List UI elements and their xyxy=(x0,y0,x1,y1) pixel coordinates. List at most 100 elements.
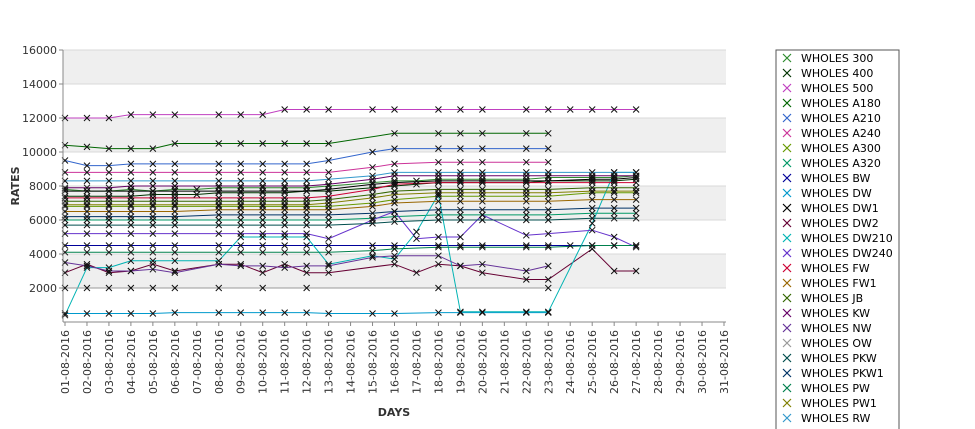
data-point xyxy=(435,191,442,198)
data-point xyxy=(457,169,464,176)
data-point xyxy=(127,203,135,210)
data-point xyxy=(149,177,157,185)
data-point xyxy=(588,220,596,227)
data-point xyxy=(171,269,179,277)
data-point xyxy=(149,213,157,220)
data-point xyxy=(281,169,289,176)
data-point xyxy=(610,267,618,275)
legend-marker xyxy=(782,53,792,63)
data-point xyxy=(303,201,310,209)
data-point xyxy=(544,216,552,224)
legend-entry: WHOLES A320 xyxy=(801,157,881,170)
x-tick-label: 08-08-2016 xyxy=(213,330,226,394)
data-point xyxy=(369,148,376,156)
data-point xyxy=(632,179,640,186)
data-point xyxy=(303,160,310,168)
data-point xyxy=(259,206,267,214)
data-point xyxy=(544,308,552,316)
data-point xyxy=(325,211,332,219)
data-point xyxy=(215,206,223,214)
data-point xyxy=(83,208,91,215)
data-point xyxy=(391,129,398,137)
data-point xyxy=(105,242,113,249)
data-point xyxy=(544,230,552,237)
data-point xyxy=(457,308,464,316)
data-point xyxy=(105,213,113,220)
data-point xyxy=(435,197,442,205)
data-point xyxy=(281,160,289,168)
data-point xyxy=(215,177,223,185)
y-tick-label: 12000 xyxy=(22,112,57,125)
data-point xyxy=(303,221,310,229)
data-point xyxy=(237,160,245,168)
data-point xyxy=(369,180,376,188)
data-point xyxy=(303,177,310,185)
legend-marker xyxy=(782,233,792,243)
data-point xyxy=(303,248,310,256)
data-point xyxy=(588,177,596,185)
series-line xyxy=(64,248,637,280)
y-tick-label: 2000 xyxy=(29,282,57,295)
data-point xyxy=(237,221,245,229)
data-point xyxy=(522,206,530,214)
legend-entry: WHOLES KW xyxy=(801,307,870,320)
data-point xyxy=(149,221,157,229)
data-point xyxy=(588,187,596,195)
data-point xyxy=(457,309,464,317)
data-point xyxy=(171,257,179,265)
data-point xyxy=(127,213,135,220)
data-point xyxy=(215,182,223,190)
x-tick-label: 16-08-2016 xyxy=(389,330,402,394)
data-point xyxy=(171,140,179,147)
data-point xyxy=(105,203,113,210)
data-point xyxy=(237,182,245,190)
data-point xyxy=(259,187,267,195)
data-point xyxy=(127,145,135,152)
data-point xyxy=(479,216,486,224)
data-point xyxy=(171,160,179,168)
series-line xyxy=(65,245,637,253)
data-point xyxy=(435,145,442,152)
data-point xyxy=(610,209,618,217)
data-point xyxy=(237,187,245,195)
data-point xyxy=(457,158,464,166)
data-point xyxy=(522,309,530,317)
data-point xyxy=(522,145,530,152)
data-point xyxy=(259,182,267,190)
y-axis-ticks: 2000 4000 6000 8000 10000 12000 14000 16000 xyxy=(22,44,63,295)
data-point xyxy=(105,208,113,215)
series-line xyxy=(65,177,637,192)
data-point xyxy=(237,177,245,185)
data-point xyxy=(435,233,442,241)
x-tick-label: 21-08-2016 xyxy=(498,330,511,394)
data-point xyxy=(544,243,552,251)
data-point xyxy=(127,160,135,168)
data-point xyxy=(457,262,464,270)
data-point xyxy=(457,197,464,205)
data-point xyxy=(83,162,91,169)
data-point xyxy=(369,252,376,260)
x-tick-label: 20-08-2016 xyxy=(476,330,489,394)
data-point xyxy=(237,201,245,209)
data-point xyxy=(479,260,486,268)
x-tick-label: 15-08-2016 xyxy=(367,330,380,394)
data-point xyxy=(237,230,245,237)
data-point xyxy=(237,111,245,118)
legend-marker xyxy=(782,143,792,153)
data-point xyxy=(369,194,376,202)
data-point xyxy=(632,243,640,251)
data-point xyxy=(259,211,267,219)
data-point xyxy=(544,158,552,166)
data-point xyxy=(457,216,464,224)
data-point xyxy=(325,140,332,147)
legend-marker xyxy=(782,323,792,333)
data-point xyxy=(457,242,464,249)
data-point xyxy=(171,248,179,256)
data-point xyxy=(259,248,267,256)
legend-entry: WHOLES PKW xyxy=(801,352,877,365)
legend-entry: WHOLES A300 xyxy=(801,142,881,155)
legend-entry: WHOLES JB xyxy=(801,292,863,305)
data-point xyxy=(215,242,223,249)
data-point xyxy=(105,284,113,292)
data-point xyxy=(127,230,135,237)
